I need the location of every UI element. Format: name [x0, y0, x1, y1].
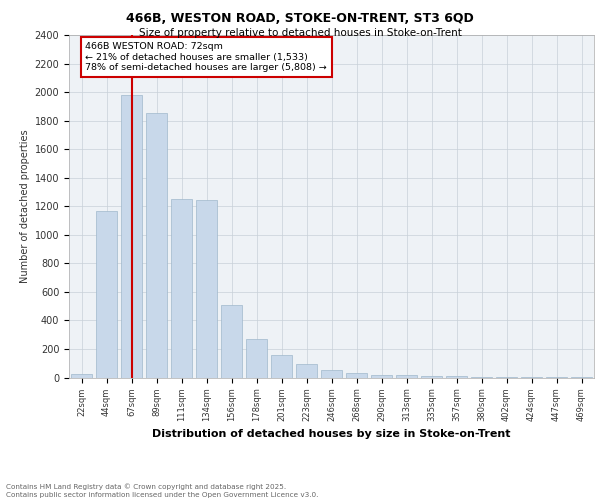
Bar [96, 210, 117, 378]
Bar [146, 114, 167, 378]
Bar [346, 372, 367, 378]
Text: Size of property relative to detached houses in Stoke-on-Trent: Size of property relative to detached ho… [139, 28, 461, 38]
Bar [421, 376, 442, 378]
Bar [471, 377, 492, 378]
Y-axis label: Number of detached properties: Number of detached properties [20, 130, 31, 283]
Bar [71, 374, 92, 378]
Bar [196, 200, 217, 378]
Bar [396, 376, 417, 378]
Bar [271, 356, 292, 378]
Bar [496, 377, 517, 378]
Bar [321, 370, 342, 378]
Bar [571, 377, 592, 378]
Bar [221, 304, 242, 378]
Bar [446, 376, 467, 378]
Text: Contains HM Land Registry data © Crown copyright and database right 2025.
Contai: Contains HM Land Registry data © Crown c… [6, 484, 319, 498]
Bar [296, 364, 317, 378]
Text: 466B WESTON ROAD: 72sqm
← 21% of detached houses are smaller (1,533)
78% of semi: 466B WESTON ROAD: 72sqm ← 21% of detache… [85, 42, 327, 72]
Text: 466B, WESTON ROAD, STOKE-ON-TRENT, ST3 6QD: 466B, WESTON ROAD, STOKE-ON-TRENT, ST3 6… [126, 12, 474, 26]
X-axis label: Distribution of detached houses by size in Stoke-on-Trent: Distribution of detached houses by size … [152, 430, 511, 440]
Bar [171, 199, 192, 378]
Bar [246, 339, 267, 378]
Bar [121, 95, 142, 378]
Bar [371, 374, 392, 378]
